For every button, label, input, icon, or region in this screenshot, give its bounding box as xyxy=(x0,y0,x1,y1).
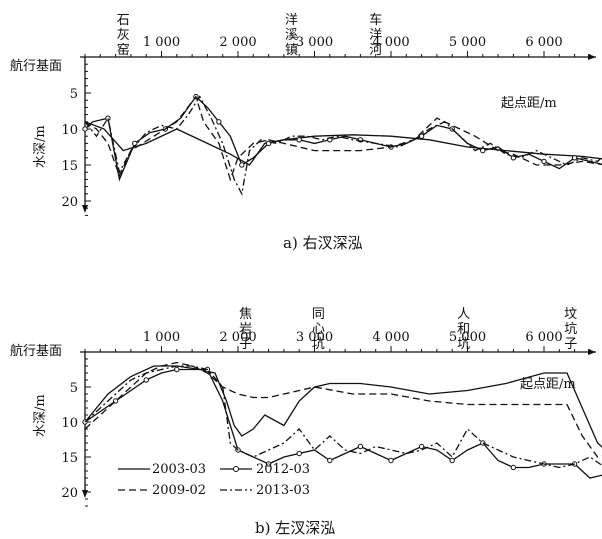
place-label: 坟 xyxy=(564,307,577,322)
baseline-label-b: 航行基面 xyxy=(10,343,62,359)
x-tick-label: 1 000 xyxy=(143,330,180,345)
x-axis-arrow xyxy=(588,54,596,60)
y-tick-label: 15 xyxy=(61,159,78,174)
place-label: 河 xyxy=(369,43,382,58)
series-marker-2012-03 xyxy=(327,457,333,464)
y-tick-label: 15 xyxy=(61,451,78,466)
series-marker-2012-03 xyxy=(216,119,222,125)
series-marker-2012-03 xyxy=(418,443,425,450)
legend-marker-2012-03 xyxy=(233,466,239,472)
place-label: 坑 xyxy=(564,322,577,337)
x-tick-label: 1 000 xyxy=(143,35,180,50)
x-tick-label: 4 000 xyxy=(372,35,409,50)
place-label: 心 xyxy=(312,322,325,337)
y-tick-label: 10 xyxy=(61,123,78,138)
legend-label-3: 2013-03 xyxy=(256,483,310,498)
x-tick-label: 5 000 xyxy=(449,330,486,345)
series-marker-2012-03 xyxy=(296,137,302,143)
place-label: 溪 xyxy=(285,28,298,43)
place-label: 坑 xyxy=(457,337,470,352)
place-label: 和 xyxy=(457,322,470,337)
x-tick-label: 2 000 xyxy=(219,35,256,50)
x-axis-arrow xyxy=(588,349,596,355)
x-tick-label: 3 000 xyxy=(296,35,333,50)
place-label: 窑 xyxy=(117,42,130,58)
baseline-label-a: 航行基面 xyxy=(10,58,62,74)
place-label: 镇 xyxy=(285,43,298,58)
place-label: 洋 xyxy=(369,28,382,43)
x-tick-label: 6 000 xyxy=(525,330,562,345)
series-marker-2012-03 xyxy=(239,162,245,168)
series-marker-2012-03 xyxy=(132,140,138,147)
legend-label-1: 2012-03 xyxy=(256,462,310,477)
caption-a: a) 右汊深泓 xyxy=(283,234,363,252)
series-marker-2012-03 xyxy=(296,450,302,457)
series-marker-2012-03 xyxy=(143,377,149,383)
x-tick-label: 3 000 xyxy=(296,330,333,345)
place-label: 焦 xyxy=(239,307,252,322)
series-marker-2012-03 xyxy=(571,155,578,161)
series-marker-2012-03 xyxy=(449,457,455,464)
panel-right-branch: a) 右汊深泓 起点距/m 航行基面 水深/m 1 000 2 000 3 000 4… xyxy=(10,12,602,252)
y-axis-arrow xyxy=(82,490,88,498)
place-label: 车 xyxy=(369,12,382,28)
series-marker-2012-03 xyxy=(480,147,486,154)
series-marker-2012-03 xyxy=(265,461,272,467)
place-label: 坑 xyxy=(312,337,325,352)
series-marker-2012-03 xyxy=(357,443,364,450)
place-label: 人 xyxy=(457,307,470,322)
y-tick-label: 5 xyxy=(70,381,78,396)
y-tick-label: 20 xyxy=(61,486,78,501)
place-label: 岩 xyxy=(239,322,252,337)
y-axis-label-a: 水深/m xyxy=(33,125,48,168)
place-label: 石 xyxy=(117,13,130,28)
series-marker-2012-03 xyxy=(82,126,88,132)
panel-left-branch: b) 左汊深泓 起点距/m 航行基面 水深/m 1 000 2 000 3 000 4… xyxy=(10,307,602,537)
series-marker-2012-03 xyxy=(388,457,394,464)
place-label: 洋 xyxy=(285,13,298,28)
x-tick-label: 5 000 xyxy=(449,35,486,50)
series-marker-2012-03 xyxy=(510,464,517,471)
place-label: 同 xyxy=(312,307,325,322)
y-axis-arrow xyxy=(82,205,88,213)
series-line-2013-03 xyxy=(84,365,602,469)
x-tick-label: 6 000 xyxy=(525,35,562,50)
x-tick-label: 4 000 xyxy=(372,330,409,345)
y-tick-label: 5 xyxy=(70,87,78,102)
series-marker-2012-03 xyxy=(174,366,180,373)
place-label: 灰 xyxy=(117,28,130,43)
series-marker-2012-03 xyxy=(541,158,547,165)
legend-label-0: 2003-03 xyxy=(152,462,206,477)
y-tick-label: 20 xyxy=(61,195,78,210)
legend-label-2: 2009-02 xyxy=(152,483,206,498)
series-line-2003-03 xyxy=(84,121,602,166)
series-line-2013-03 xyxy=(84,95,602,196)
y-axis-label-b: 水深/m xyxy=(33,394,48,437)
x-axis-label-b: 起点距/m xyxy=(520,377,576,392)
x-tick-label: 2 000 xyxy=(219,330,256,345)
legend: 2003-03 2012-03 2009-02 2013-03 xyxy=(118,462,310,498)
caption-b: b) 左汊深泓 xyxy=(255,519,335,537)
series-line-2003-03 xyxy=(84,365,602,448)
x-axis-label-a: 起点距/m xyxy=(501,96,557,111)
place-label: 子 xyxy=(239,337,252,352)
y-tick-label: 10 xyxy=(61,416,78,431)
place-label: 子 xyxy=(564,337,577,352)
